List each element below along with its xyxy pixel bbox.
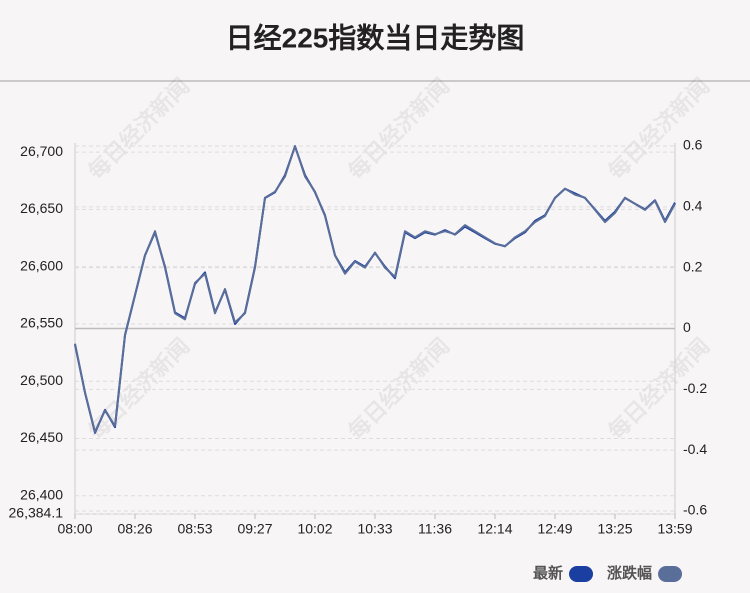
x-tick-label: 08:26 [117,521,152,537]
y2-tick-label: -0.6 [683,502,707,518]
y2-tick-label: 0.4 [683,198,703,214]
legend-swatch [658,566,683,582]
x-tick-label: 10:33 [357,521,392,537]
chart-title: 日经225指数当日走势图 [226,21,525,53]
y-tick-label: 26,400 [20,486,63,502]
y-tick-label: 26,700 [20,143,63,159]
y2-tick-label: 0.2 [683,258,703,274]
x-tick-label: 08:53 [177,521,212,537]
y2-tick-label: -0.2 [683,380,707,396]
x-tick-label: 13:25 [597,521,632,537]
y2-tick-label: -0.4 [683,441,707,457]
y2-tick-label: 0 [683,319,691,335]
x-tick-label: 12:49 [537,521,572,537]
legend-label: 最新 [533,564,563,582]
x-tick-label: 13:59 [657,521,692,537]
x-tick-label: 10:02 [297,521,332,537]
y-tick-label: 26,450 [20,429,63,445]
y2-tick-label: 0.6 [683,137,703,153]
legend-swatch [569,566,594,582]
x-tick-label: 09:27 [237,521,272,537]
y-tick-label: 26,550 [20,315,63,331]
legend-label: 涨跌幅 [607,564,652,582]
x-tick-label: 08:00 [57,521,92,537]
series-line [74,145,676,433]
y-tick-label: 26,500 [20,372,63,388]
y-tick-label: 26,600 [20,257,63,273]
x-tick-label: 12:14 [477,521,512,537]
y-tick-label: 26,650 [20,200,63,216]
x-tick-label: 11:36 [418,521,452,537]
y-tick-label: 26,384.1 [9,505,64,521]
